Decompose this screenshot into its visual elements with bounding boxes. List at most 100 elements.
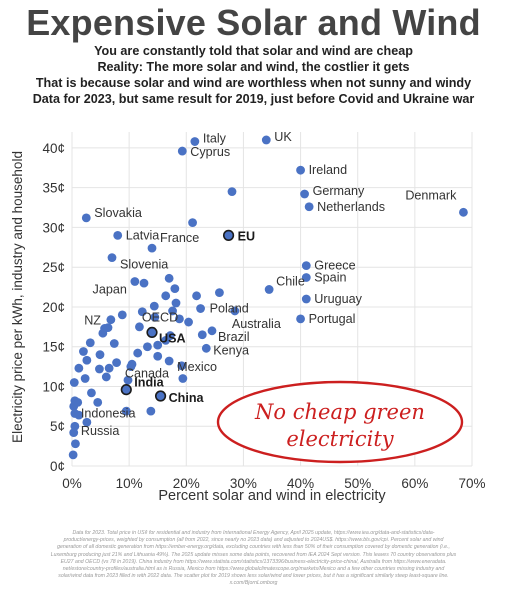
- callout-bubble: No cheap green electricity: [216, 380, 464, 464]
- point-label: Kenya: [213, 343, 249, 357]
- footnote: Data for 2023. Total price in US¢ for re…: [10, 530, 497, 588]
- data-point: [117, 310, 127, 320]
- data-point: [178, 374, 188, 383]
- data-point: [168, 306, 177, 316]
- data-point: [184, 317, 193, 327]
- point-label: Brazil: [218, 330, 250, 344]
- y-axis-label: Electricity price per kWh, industry and …: [10, 151, 25, 443]
- point-label: Ireland: [309, 163, 348, 177]
- data-point: [146, 406, 156, 416]
- data-point-highlight: [222, 229, 235, 241]
- y-tick-label: 25¢: [42, 260, 65, 275]
- footnote-line: solar/wind data from 2023 filled in with…: [58, 573, 449, 580]
- data-point: [80, 374, 90, 383]
- data-point: [126, 362, 136, 371]
- data-point: [170, 284, 180, 294]
- footnote-line: net/estore/country-profiles/australia.ht…: [62, 566, 445, 573]
- data-point: [153, 351, 163, 361]
- axes: 0% 10% 20% 30% 40% 50% 60% 70% 0¢ 5¢ 10¢ 15¢ 20¢ 25¢ 3…: [42, 141, 485, 491]
- scatter-chart: 0% 10% 20% 30% 40% 50% 60% 70% 0¢ 5¢ 10¢ 15¢ 20¢ 25¢ 3…: [10, 130, 486, 504]
- data-point: [164, 356, 174, 366]
- y-tick-label: 15¢: [42, 340, 65, 355]
- y-tick-label: 20¢: [42, 300, 65, 315]
- point-label: UK: [274, 130, 292, 144]
- data-point: [95, 350, 105, 360]
- data-point: [106, 315, 116, 325]
- data-point: [197, 330, 207, 340]
- data-point: [85, 338, 95, 348]
- callout-ellipse: [216, 380, 464, 464]
- data-point: [113, 230, 123, 240]
- point-label: Australia: [232, 317, 281, 331]
- data-point: [109, 339, 119, 348]
- data-point: [147, 243, 157, 253]
- data-point: [121, 406, 131, 416]
- data-point: [196, 304, 205, 313]
- point-label: Netherlands: [317, 200, 385, 214]
- data-point: [139, 278, 149, 288]
- point-label: Italy: [203, 132, 227, 146]
- footnote-line: generation of all domestic generation fr…: [57, 544, 450, 551]
- x-tick-label: 30%: [230, 476, 257, 491]
- subtitle-line-3: That is because solar and wind are worth…: [35, 76, 472, 90]
- footnote-line: Luxemburg producing just 21% and Lithuan…: [50, 551, 457, 558]
- data-point: [135, 322, 144, 332]
- data-point: [71, 439, 80, 449]
- point-label: Germany: [313, 184, 365, 198]
- data-point: [175, 314, 184, 324]
- point-label: Canada: [125, 367, 169, 381]
- y-tick-label: 0¢: [50, 459, 65, 474]
- data-point: [227, 187, 237, 197]
- footnote-line: EU27 and OECD (vs 78 in 2019). China ind…: [60, 558, 447, 565]
- data-point: [68, 450, 78, 460]
- data-points: [68, 135, 468, 460]
- y-tick-label: 10¢: [42, 379, 65, 394]
- point-label: China: [169, 391, 205, 405]
- page-title: Expensive Solar and Wind: [26, 2, 481, 43]
- subtitle-line-4: Data for 2023, but same result for 2019,…: [32, 92, 475, 106]
- x-tick-label: 0%: [62, 476, 82, 491]
- y-tick-label: 40¢: [42, 141, 65, 156]
- point-label: NZ: [84, 314, 101, 328]
- data-point: [81, 213, 91, 223]
- data-point: [301, 261, 311, 270]
- point-label: Slovakia: [94, 206, 142, 220]
- data-point: [188, 218, 197, 228]
- data-point: [123, 375, 133, 385]
- x-tick-label: 60%: [401, 476, 428, 491]
- data-point: [82, 355, 92, 365]
- data-point: [177, 361, 187, 371]
- point-label: OECD: [142, 310, 178, 324]
- data-point: [70, 409, 80, 418]
- data-point: [79, 347, 88, 356]
- data-point: [459, 207, 468, 217]
- data-point: [101, 372, 111, 382]
- data-point-highlight: [120, 384, 132, 396]
- point-label: India: [134, 376, 164, 390]
- data-point: [201, 343, 211, 353]
- data-point: [296, 314, 305, 324]
- data-point: [190, 137, 200, 146]
- footnote-line: product/energy-prices, weighted by consu…: [63, 537, 444, 544]
- data-point: [296, 165, 305, 175]
- data-point: [133, 348, 143, 358]
- point-label: Mexico: [177, 360, 217, 374]
- point-label: Poland: [210, 302, 249, 316]
- x-axis-label: Percent solar and wind in electricity: [158, 488, 386, 504]
- data-point: [112, 358, 121, 368]
- data-point: [149, 301, 159, 311]
- callout-line-2: electricity: [286, 427, 394, 451]
- data-point: [215, 288, 224, 298]
- point-label: Latvia: [126, 228, 160, 242]
- data-point: [161, 335, 171, 345]
- data-point: [107, 253, 117, 263]
- data-point: [95, 364, 104, 374]
- point-label: Denmark: [405, 188, 457, 202]
- data-point-highlight: [146, 326, 158, 339]
- data-point: [264, 285, 274, 294]
- footnote-line: Data for 2023. Total price in US¢ for re…: [72, 530, 435, 536]
- x-tick-label: 40%: [287, 476, 314, 491]
- y-tick-label: 35¢: [42, 181, 65, 196]
- data-point: [177, 146, 187, 156]
- data-point: [104, 363, 114, 373]
